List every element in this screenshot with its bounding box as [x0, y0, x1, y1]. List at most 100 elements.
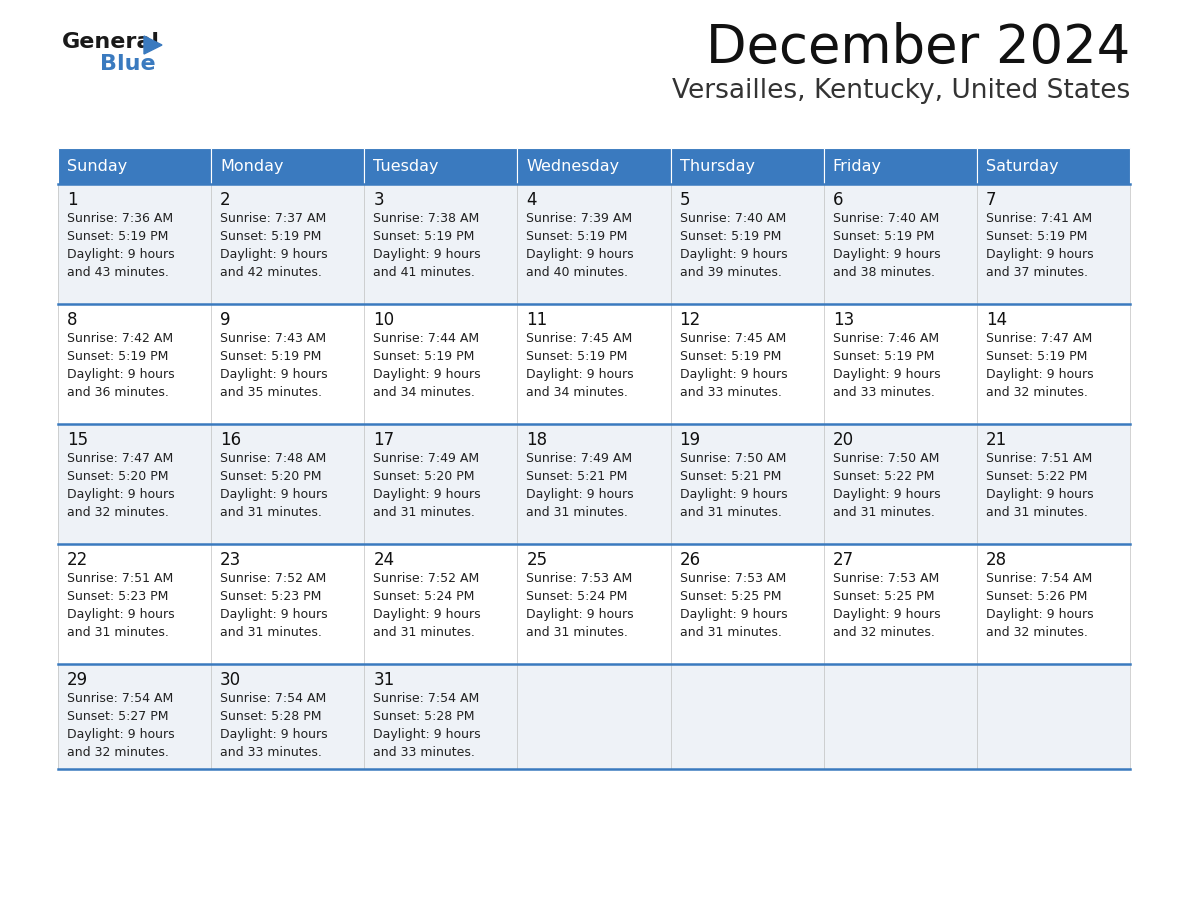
Text: and 34 minutes.: and 34 minutes. [373, 386, 475, 399]
Bar [365, 664, 518, 769]
Bar [977, 424, 1130, 544]
Text: and 39 minutes.: and 39 minutes. [680, 266, 782, 279]
Text: 13: 13 [833, 311, 854, 329]
Text: 22: 22 [67, 551, 88, 569]
Bar [211, 148, 365, 184]
Text: Sunrise: 7:45 AM: Sunrise: 7:45 AM [680, 332, 785, 345]
Text: 28: 28 [986, 551, 1007, 569]
Text: Sunrise: 7:54 AM: Sunrise: 7:54 AM [373, 692, 480, 705]
Text: Daylight: 9 hours: Daylight: 9 hours [67, 488, 175, 501]
Text: and 37 minutes.: and 37 minutes. [986, 266, 1088, 279]
Text: Daylight: 9 hours: Daylight: 9 hours [680, 608, 788, 621]
Text: Sunset: 5:19 PM: Sunset: 5:19 PM [373, 350, 475, 363]
Text: 19: 19 [680, 431, 701, 449]
Text: 1: 1 [67, 191, 77, 209]
Text: and 32 minutes.: and 32 minutes. [67, 506, 169, 519]
Text: Sunrise: 7:53 AM: Sunrise: 7:53 AM [526, 572, 633, 585]
Text: 24: 24 [373, 551, 394, 569]
Bar [670, 664, 823, 769]
Text: and 31 minutes.: and 31 minutes. [220, 506, 322, 519]
Bar [518, 664, 670, 769]
Text: and 32 minutes.: and 32 minutes. [833, 626, 935, 639]
Text: and 38 minutes.: and 38 minutes. [833, 266, 935, 279]
Bar [518, 544, 670, 664]
Bar [977, 664, 1130, 769]
Text: Sunset: 5:25 PM: Sunset: 5:25 PM [833, 590, 934, 603]
Bar [977, 544, 1130, 664]
Text: Sunrise: 7:52 AM: Sunrise: 7:52 AM [373, 572, 480, 585]
Bar [365, 304, 518, 424]
Text: Sunrise: 7:48 AM: Sunrise: 7:48 AM [220, 452, 327, 465]
Text: Sunset: 5:22 PM: Sunset: 5:22 PM [833, 470, 934, 483]
Text: Sunrise: 7:53 AM: Sunrise: 7:53 AM [833, 572, 939, 585]
Text: and 31 minutes.: and 31 minutes. [67, 626, 169, 639]
Text: Daylight: 9 hours: Daylight: 9 hours [986, 608, 1093, 621]
Text: Wednesday: Wednesday [526, 159, 620, 174]
Text: and 31 minutes.: and 31 minutes. [220, 626, 322, 639]
Text: and 32 minutes.: and 32 minutes. [986, 626, 1088, 639]
Text: and 35 minutes.: and 35 minutes. [220, 386, 322, 399]
Text: Sunday: Sunday [67, 159, 127, 174]
Text: Sunrise: 7:51 AM: Sunrise: 7:51 AM [986, 452, 1092, 465]
Text: Daylight: 9 hours: Daylight: 9 hours [373, 488, 481, 501]
Text: and 36 minutes.: and 36 minutes. [67, 386, 169, 399]
Text: 3: 3 [373, 191, 384, 209]
Bar [58, 664, 211, 769]
Text: Sunrise: 7:47 AM: Sunrise: 7:47 AM [67, 452, 173, 465]
Text: 11: 11 [526, 311, 548, 329]
Text: Sunrise: 7:45 AM: Sunrise: 7:45 AM [526, 332, 633, 345]
Text: Sunset: 5:28 PM: Sunset: 5:28 PM [373, 710, 475, 723]
Bar [211, 664, 365, 769]
Text: Sunset: 5:19 PM: Sunset: 5:19 PM [526, 230, 627, 243]
Bar [823, 544, 977, 664]
Bar [977, 148, 1130, 184]
Text: Daylight: 9 hours: Daylight: 9 hours [680, 248, 788, 261]
Text: Daylight: 9 hours: Daylight: 9 hours [67, 608, 175, 621]
Text: Monday: Monday [220, 159, 284, 174]
Text: 21: 21 [986, 431, 1007, 449]
Text: Daylight: 9 hours: Daylight: 9 hours [986, 368, 1093, 381]
Bar [58, 544, 211, 664]
Text: 2: 2 [220, 191, 230, 209]
Text: 6: 6 [833, 191, 843, 209]
Text: 12: 12 [680, 311, 701, 329]
Text: Sunrise: 7:52 AM: Sunrise: 7:52 AM [220, 572, 327, 585]
Text: Daylight: 9 hours: Daylight: 9 hours [220, 728, 328, 741]
Text: Sunrise: 7:54 AM: Sunrise: 7:54 AM [220, 692, 327, 705]
Bar [211, 424, 365, 544]
Text: 31: 31 [373, 671, 394, 689]
Text: Sunset: 5:19 PM: Sunset: 5:19 PM [833, 230, 934, 243]
Text: Sunset: 5:22 PM: Sunset: 5:22 PM [986, 470, 1087, 483]
Text: Sunset: 5:19 PM: Sunset: 5:19 PM [986, 230, 1087, 243]
Text: and 42 minutes.: and 42 minutes. [220, 266, 322, 279]
Bar [670, 184, 823, 304]
Text: Saturday: Saturday [986, 159, 1059, 174]
Bar [365, 424, 518, 544]
Text: Daylight: 9 hours: Daylight: 9 hours [526, 368, 634, 381]
Text: and 31 minutes.: and 31 minutes. [526, 506, 628, 519]
Text: and 31 minutes.: and 31 minutes. [680, 626, 782, 639]
Text: Daylight: 9 hours: Daylight: 9 hours [220, 488, 328, 501]
Text: Sunset: 5:19 PM: Sunset: 5:19 PM [680, 230, 781, 243]
Text: Sunrise: 7:44 AM: Sunrise: 7:44 AM [373, 332, 480, 345]
Text: and 31 minutes.: and 31 minutes. [986, 506, 1088, 519]
Text: Sunset: 5:19 PM: Sunset: 5:19 PM [986, 350, 1087, 363]
Text: 10: 10 [373, 311, 394, 329]
Text: Thursday: Thursday [680, 159, 754, 174]
Text: Tuesday: Tuesday [373, 159, 438, 174]
Text: 4: 4 [526, 191, 537, 209]
Text: Sunset: 5:21 PM: Sunset: 5:21 PM [680, 470, 781, 483]
Text: Daylight: 9 hours: Daylight: 9 hours [680, 488, 788, 501]
Polygon shape [144, 36, 162, 54]
Text: Sunrise: 7:49 AM: Sunrise: 7:49 AM [526, 452, 632, 465]
Text: Sunrise: 7:54 AM: Sunrise: 7:54 AM [986, 572, 1092, 585]
Text: Daylight: 9 hours: Daylight: 9 hours [67, 728, 175, 741]
Text: and 34 minutes.: and 34 minutes. [526, 386, 628, 399]
Text: Sunset: 5:19 PM: Sunset: 5:19 PM [833, 350, 934, 363]
Text: Daylight: 9 hours: Daylight: 9 hours [833, 488, 941, 501]
Text: and 33 minutes.: and 33 minutes. [220, 746, 322, 759]
Text: 30: 30 [220, 671, 241, 689]
Text: Daylight: 9 hours: Daylight: 9 hours [373, 368, 481, 381]
Bar [670, 304, 823, 424]
Text: Sunrise: 7:40 AM: Sunrise: 7:40 AM [680, 212, 785, 225]
